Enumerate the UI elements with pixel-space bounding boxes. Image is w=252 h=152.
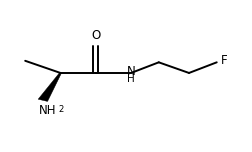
Polygon shape bbox=[38, 73, 61, 101]
Text: F: F bbox=[220, 54, 227, 67]
Text: 2: 2 bbox=[58, 105, 64, 114]
Text: N: N bbox=[127, 65, 136, 78]
Text: NH: NH bbox=[39, 104, 56, 117]
Text: O: O bbox=[91, 29, 100, 42]
Text: H: H bbox=[128, 74, 135, 84]
